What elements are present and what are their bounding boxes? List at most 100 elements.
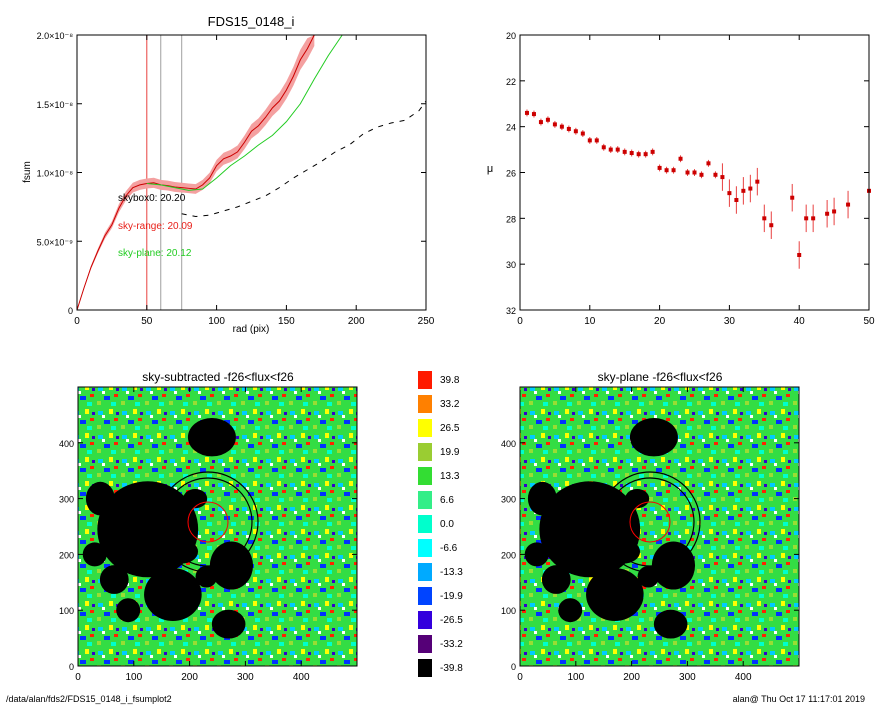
fsum-y-axis-label: fsum xyxy=(22,161,33,183)
annotation-skybox0: skybox0: 20.20 xyxy=(118,193,186,204)
mu-xtick-label: 30 xyxy=(724,316,736,327)
colorbar-label: 19.9 xyxy=(440,447,460,458)
mu-y-axis-label: μ xyxy=(487,163,493,175)
sky-plane-xtick-label: 0 xyxy=(517,672,523,683)
mu-point xyxy=(545,117,550,122)
masked-source xyxy=(116,598,141,623)
mu-point xyxy=(762,216,767,221)
sky-subtracted-ytick-label: 400 xyxy=(59,439,74,449)
sky-subtracted-xtick-label: 200 xyxy=(181,672,198,683)
aperture-circle-outer-2 xyxy=(157,471,259,573)
sky-plane-xtick-label: 300 xyxy=(679,672,696,683)
mu-point xyxy=(650,149,655,154)
masked-source xyxy=(543,516,564,537)
mu-point xyxy=(566,126,571,131)
mu-point xyxy=(615,147,620,152)
masked-source xyxy=(524,542,549,567)
mu-point xyxy=(531,112,536,117)
mu-point xyxy=(636,152,641,157)
masked-source xyxy=(567,495,585,513)
mu-xtick-label: 0 xyxy=(517,316,523,327)
mu-point xyxy=(734,198,739,202)
sky-plane-frame xyxy=(519,386,800,667)
colorbar-swatch xyxy=(418,635,432,653)
sky-subtracted-image: sky-subtracted -f26<flux<f26 0 100 200 300 4… xyxy=(59,370,358,683)
mu-point xyxy=(601,145,606,150)
fsum-ytick-label: 5.0×10⁻⁹ xyxy=(37,237,74,247)
mu-ytick-label: 24 xyxy=(506,123,516,133)
mu-point xyxy=(699,172,704,177)
mu-point xyxy=(608,147,613,152)
mu-point xyxy=(713,172,718,177)
mu-point xyxy=(706,161,711,166)
series-1-line xyxy=(146,34,343,191)
fsum-plot-frame xyxy=(76,34,427,311)
sky-plane-ytick-label: 300 xyxy=(501,495,516,505)
fsum-xtick-label: 250 xyxy=(418,316,435,327)
mu-point xyxy=(587,138,592,143)
mu-point xyxy=(692,170,697,175)
series-2-line xyxy=(181,100,427,218)
sky-subtracted-frame xyxy=(77,386,358,667)
masked-source xyxy=(629,418,678,457)
sky-subtracted-xtick-label: 100 xyxy=(125,672,142,683)
fsum-ytick-label: 1.5×10⁻⁸ xyxy=(37,100,74,110)
sky-subtracted-title: sky-subtracted -f26<flux<f26 xyxy=(142,370,294,384)
mu-ytick-label: 32 xyxy=(506,306,516,316)
mu-profile-chart: 0 10 20 30 40 50 20 22 24 26 28 30 32 μ xyxy=(487,31,875,327)
mu-ytick-label: 22 xyxy=(506,77,516,87)
mu-xtick-label: 20 xyxy=(654,316,666,327)
mu-xtick-label: 50 xyxy=(863,316,875,327)
colorbar-swatch xyxy=(418,539,432,557)
mu-point xyxy=(727,191,732,196)
mu-ytick-label: 20 xyxy=(506,31,516,41)
fsum-ytick-label: 1.0×10⁻⁸ xyxy=(37,169,74,179)
colorbar-label: 33.2 xyxy=(440,399,460,410)
masked-source xyxy=(637,565,660,588)
mu-point xyxy=(748,186,753,191)
mu-point xyxy=(629,151,634,156)
masked-source xyxy=(85,481,115,516)
colorbar-swatch xyxy=(418,443,432,461)
masked-source xyxy=(187,418,236,457)
sky-plane-ytick-label: 200 xyxy=(501,550,516,560)
mu-point xyxy=(559,124,564,129)
masked-source xyxy=(527,481,557,516)
sky-plane-xtick-label: 100 xyxy=(567,672,584,683)
mu-ytick-label: 30 xyxy=(506,260,516,270)
series-0-error-band xyxy=(77,35,315,310)
sky-subtracted-xtick-label: 400 xyxy=(293,672,310,683)
mu-point xyxy=(664,168,669,173)
masked-source xyxy=(99,565,129,594)
colorbar-swatch xyxy=(418,587,432,605)
mu-point xyxy=(811,216,816,221)
mu-point xyxy=(657,165,662,170)
sky-subtracted-ytick-label: 300 xyxy=(59,495,74,505)
sky-plane-ytick-label: 0 xyxy=(511,662,516,672)
masked-source xyxy=(125,495,143,513)
colorbar-swatch xyxy=(418,611,432,629)
mu-point xyxy=(685,170,690,175)
aperture-circle-outer-2 xyxy=(599,471,701,573)
colorbar-label: -19.9 xyxy=(440,591,463,602)
colorbar-swatch xyxy=(418,515,432,533)
sky-plane-ytick-label: 400 xyxy=(501,439,516,449)
masked-source xyxy=(586,568,644,621)
annotation-sky-plane: sky-plane: 20.12 xyxy=(118,248,192,259)
footer-filepath: /data/alan/fds2/FDS15_0148_i_fsumplot2 xyxy=(6,694,172,704)
colorbar-label: -6.6 xyxy=(440,543,458,554)
mu-point xyxy=(538,120,543,125)
fsum-xtick-label: 0 xyxy=(74,316,80,327)
masked-source xyxy=(183,489,208,509)
colorbar-label: -26.5 xyxy=(440,615,463,626)
masked-source xyxy=(211,609,246,639)
mu-point xyxy=(552,122,557,127)
colorbar-label: 13.3 xyxy=(440,471,460,482)
fsum-ytick-label: 0 xyxy=(68,306,73,316)
aperture-circle-inner xyxy=(629,501,671,543)
mu-point xyxy=(524,110,529,115)
masked-source xyxy=(101,516,122,537)
mu-point xyxy=(671,168,676,173)
sky-subtracted-ytick-label: 100 xyxy=(59,606,74,616)
